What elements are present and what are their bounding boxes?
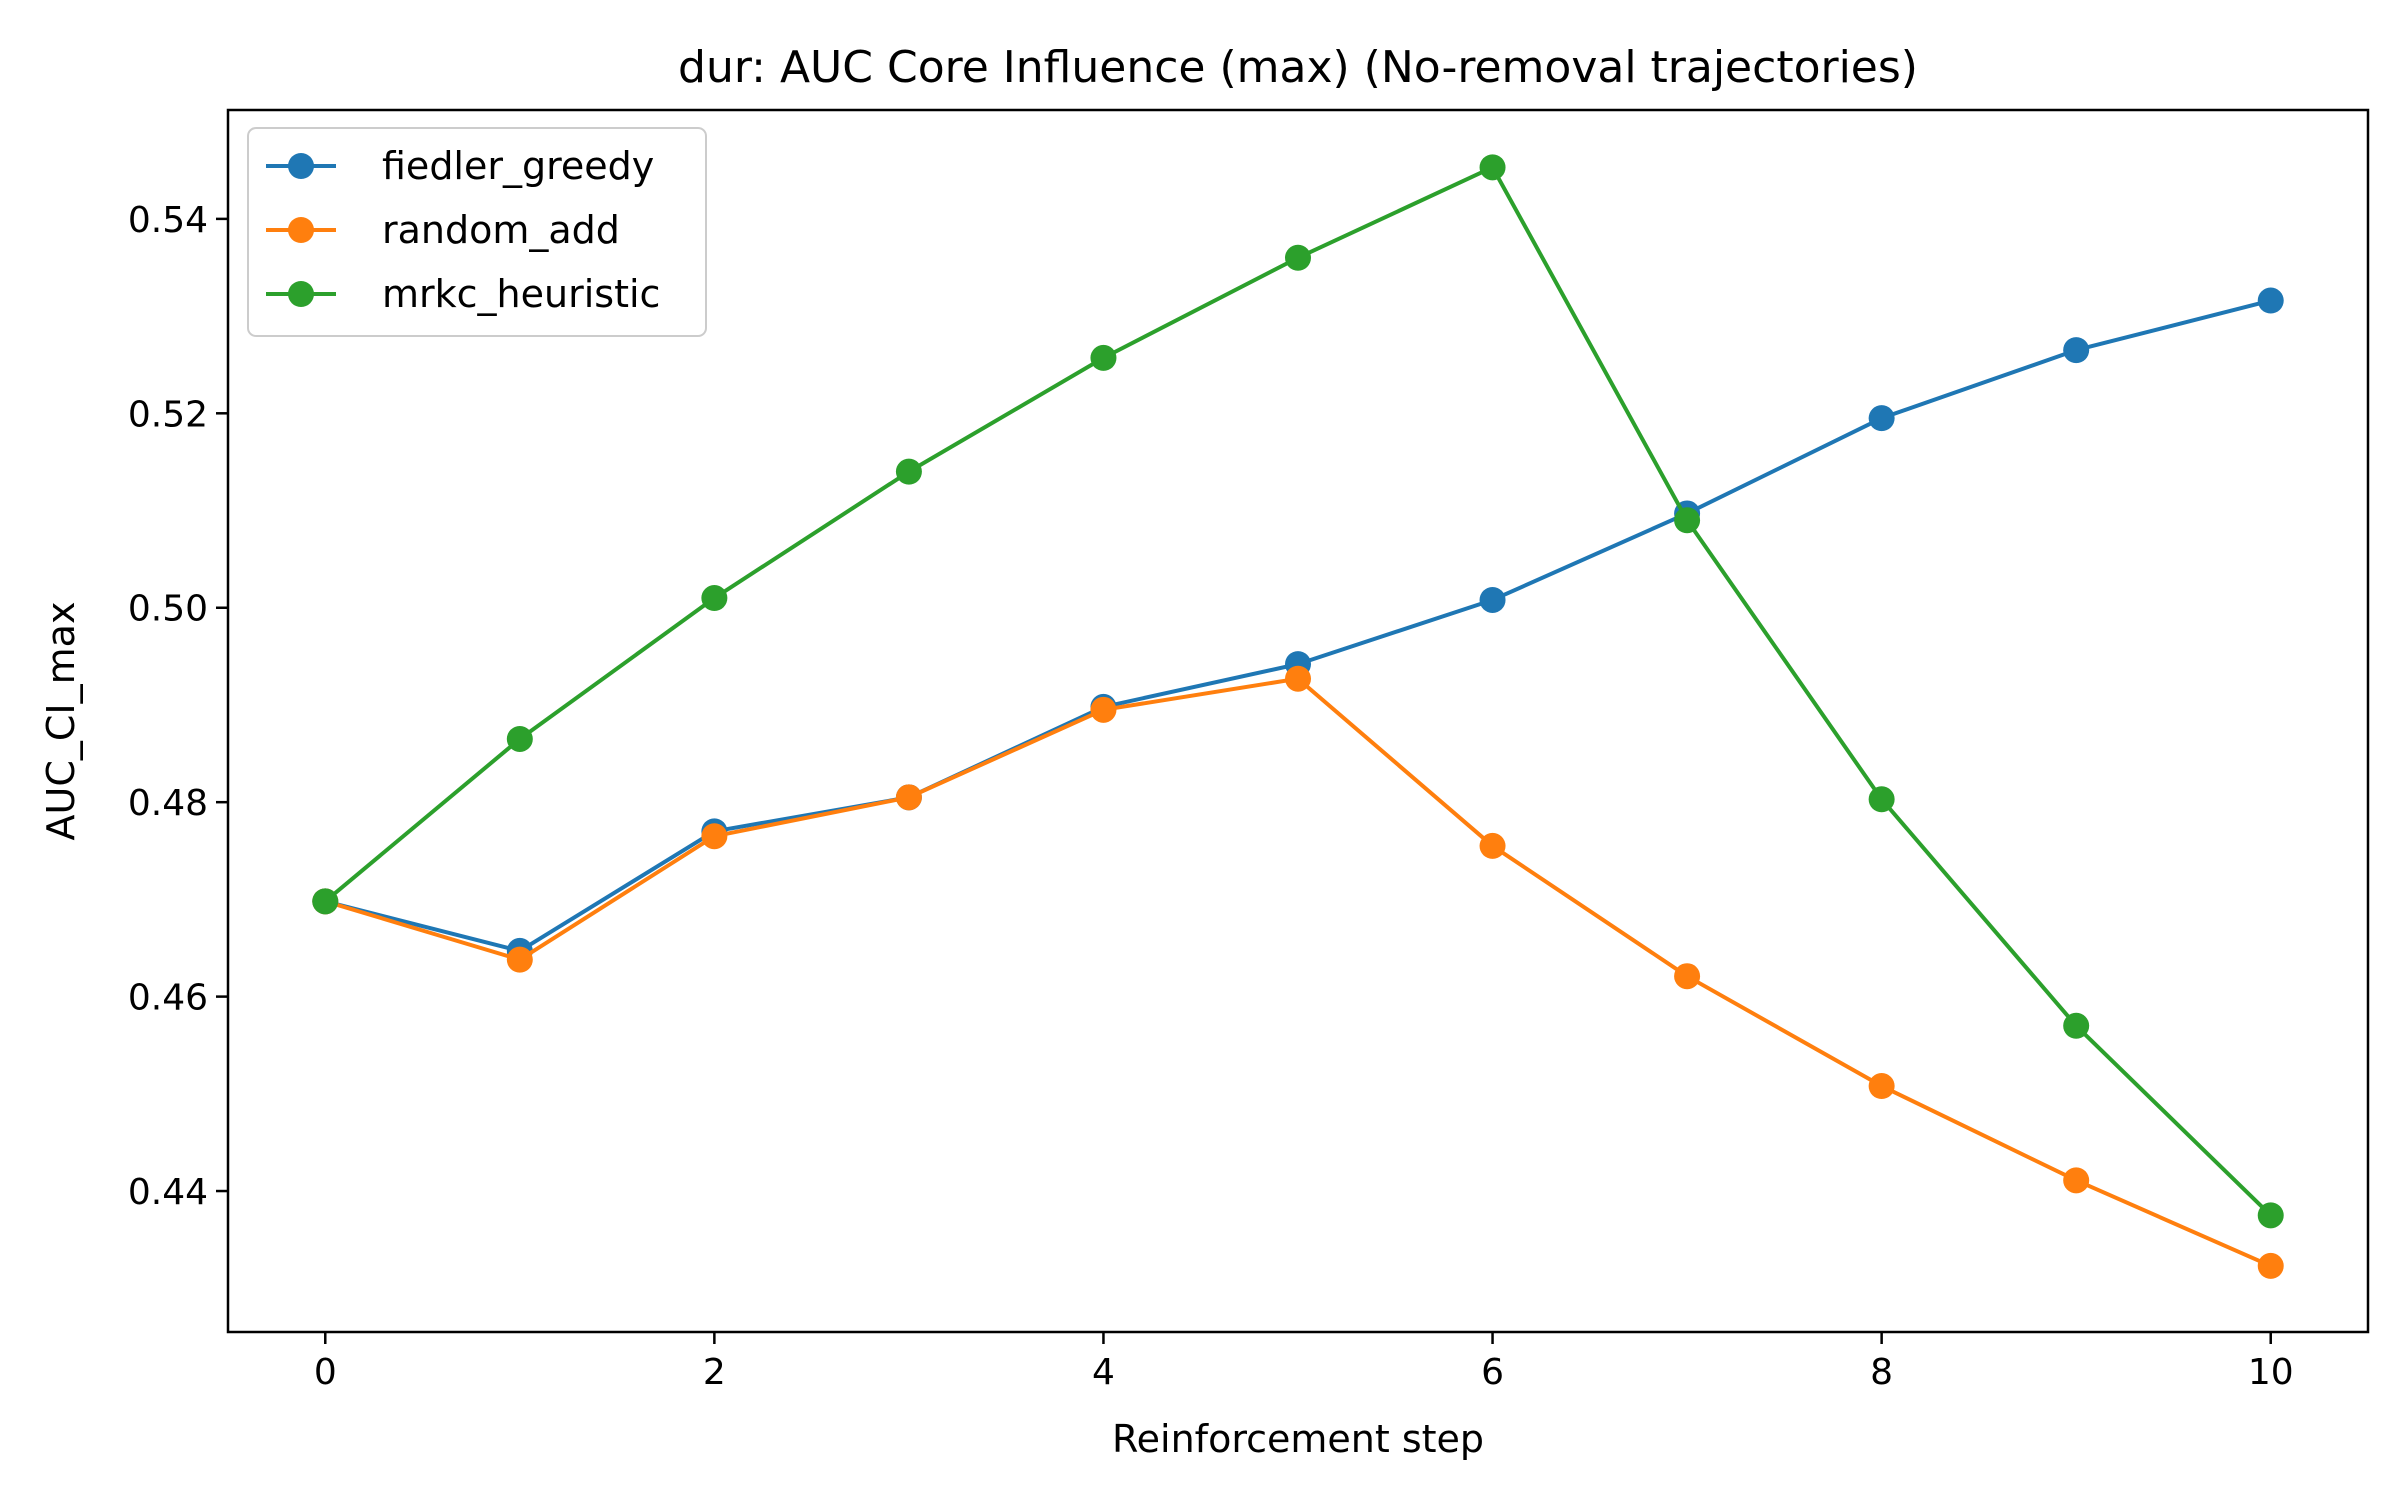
data-point	[701, 823, 728, 850]
data-point	[1674, 963, 1701, 990]
y-tick-label: 0.52	[128, 394, 208, 435]
chart-title: dur: AUC Core Influence (max) (No-remova…	[678, 42, 1918, 93]
series-random_add	[312, 665, 2284, 1279]
data-point	[506, 946, 533, 973]
data-point	[895, 458, 922, 485]
data-point	[1479, 586, 1506, 613]
legend-marker	[288, 153, 314, 179]
data-point	[1868, 405, 1895, 432]
legend-item: mrkc_heuristic	[266, 272, 660, 316]
legend-item: random_add	[266, 208, 620, 252]
data-point	[1868, 786, 1895, 813]
x-axis-label: Reinforcement step	[1112, 1417, 1484, 1461]
legend-label: random_add	[382, 208, 620, 252]
x-tick-label: 4	[1092, 1352, 1115, 1393]
x-tick-label: 8	[1870, 1352, 1893, 1393]
legend-item: fiedler_greedy	[266, 144, 654, 188]
legend-marker	[288, 217, 314, 243]
y-tick-label: 0.46	[128, 978, 208, 1019]
data-point	[506, 725, 533, 752]
data-point	[1868, 1073, 1895, 1100]
data-point	[1285, 665, 1311, 692]
data-point	[2063, 1012, 2090, 1039]
y-tick-label: 0.48	[128, 783, 208, 824]
series-line	[324, 298, 2272, 953]
axis-ticks: 0 2 4 6 8 10 0.44 0.46 0.48 0.50 0.52 0.54	[128, 200, 2294, 1393]
legend-box	[247, 127, 707, 337]
plot-frame	[226, 108, 2370, 1334]
legend-label: fiedler_greedy	[382, 144, 654, 188]
x-tick-label: 10	[2248, 1352, 2294, 1393]
data-point	[1090, 344, 1117, 371]
x-tick-label: 2	[703, 1352, 726, 1393]
series-line	[324, 676, 2272, 1268]
data-point	[2257, 1202, 2284, 1229]
data-point	[1674, 507, 1701, 534]
legend-label: mrkc_heuristic	[382, 272, 660, 316]
plot-area	[312, 154, 2284, 1279]
data-point	[1479, 154, 1506, 181]
data-point	[895, 784, 922, 811]
data-point	[2257, 287, 2284, 314]
series-fiedler_greedy	[312, 287, 2284, 964]
y-tick-label: 0.44	[128, 1172, 208, 1213]
series-mrkc_heuristic	[312, 154, 2284, 1229]
data-point	[701, 585, 728, 612]
data-point	[2063, 337, 2090, 364]
x-tick-label: 0	[314, 1352, 337, 1393]
data-point	[1090, 696, 1117, 723]
x-tick-label: 6	[1481, 1352, 1504, 1393]
data-point	[312, 888, 339, 915]
y-tick-label: 0.50	[128, 589, 208, 630]
data-point	[2257, 1252, 2284, 1279]
y-tick-label: 0.54	[128, 200, 208, 241]
data-point	[2063, 1167, 2090, 1194]
legend: fiedler_greedy random_add mrkc_heuristic	[247, 127, 707, 337]
y-axis-label: AUC_CI_max	[39, 602, 83, 841]
legend-marker	[288, 281, 314, 307]
data-point	[1285, 244, 1311, 271]
data-point	[1479, 832, 1506, 859]
